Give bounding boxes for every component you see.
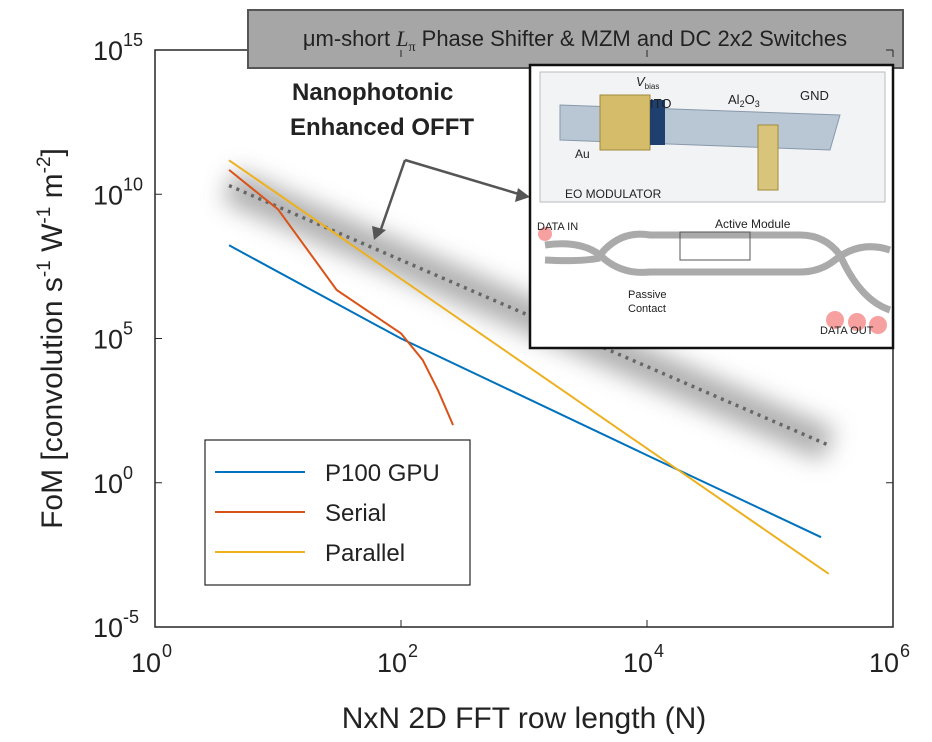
y-axis-label-superscript: -1: [34, 260, 55, 277]
arrow-head: [515, 188, 530, 202]
y-tick-label: 10: [93, 325, 123, 355]
inset-label-subscript: 2: [740, 99, 745, 109]
y-tick-exponent: 15: [123, 30, 143, 50]
y-tick-label: 10: [93, 180, 123, 210]
input-light: [538, 227, 552, 241]
inset-figure: ITO GND Au EO MODULATOR DATA IN Active Module…: [528, 63, 895, 350]
x-tick-exponent: 6: [900, 641, 910, 661]
output-light: [869, 316, 887, 334]
legend-label: Serial: [325, 500, 386, 527]
y-tick-label: 10: [93, 469, 123, 499]
x-tick-label: 10: [869, 648, 899, 678]
inset-label: Au: [575, 147, 590, 161]
inset-label: DATA IN: [537, 221, 578, 233]
x-tick-label: 10: [377, 648, 407, 678]
y-axis-label: FoM [convolution s-1 W-1 m-2]: [34, 148, 69, 529]
y-axis-label-superscript: -2: [34, 156, 55, 173]
active-module-box: [679, 231, 751, 261]
x-tick-exponent: 2: [408, 641, 418, 661]
inset-label: Active Module: [715, 217, 791, 231]
annotation: Nanophotonic: [292, 79, 453, 106]
y-tick-label: 10: [93, 36, 123, 66]
inset-label: EO MODULATOR: [565, 187, 662, 201]
x-tick-exponent: 0: [162, 641, 172, 661]
reference-line: [228, 183, 830, 447]
output-light: [848, 313, 866, 331]
output-light: [826, 311, 844, 329]
inset-label: Al2O3: [728, 92, 760, 109]
series-line: [228, 169, 454, 426]
electrode: [599, 94, 651, 151]
mzm-waveguides: [544, 230, 892, 314]
inset-label: Vbias: [636, 74, 659, 91]
inset-label-part: Al: [728, 92, 740, 107]
annotation-arrow: [378, 159, 407, 233]
y-axis-label-superscript: -1: [34, 207, 55, 224]
inset-label-part: O: [745, 92, 755, 107]
inset-label: DATA OUT: [820, 325, 874, 337]
y-tick-exponent: 5: [123, 319, 133, 339]
legend-label: P100 GPU: [325, 460, 440, 487]
banner-subscript: π: [408, 40, 415, 55]
annotation-arrow: [404, 158, 523, 197]
annotation: Enhanced OFFT: [290, 114, 474, 141]
series-line: [228, 244, 822, 539]
inset-label: GND: [800, 88, 829, 103]
inset-label: Contact: [628, 303, 666, 315]
inset-label: ITO: [650, 96, 671, 111]
x-tick-exponent: 4: [654, 641, 664, 661]
inset-label: Passive: [628, 289, 667, 301]
y-axis-label-part: ]: [36, 148, 69, 156]
y-axis-label-part: FoM [convolution s: [36, 277, 69, 529]
banner-symbol: L: [395, 26, 408, 51]
y-tick-label: 10: [93, 613, 123, 643]
banner: [247, 9, 904, 69]
y-tick-exponent: 10: [123, 174, 143, 194]
arrow-head: [372, 226, 386, 240]
y-axis-label-part: m: [36, 173, 69, 206]
y-axis-label-part: W: [36, 223, 69, 260]
ground-contact: [757, 124, 779, 191]
legend-label: Parallel: [325, 540, 405, 567]
banner-text: μm-short Lπ Phase Shifter & MZM and DC 2…: [303, 26, 847, 55]
x-tick-label: 10: [131, 648, 161, 678]
inset-label-subscript: bias: [645, 82, 660, 91]
y-tick-exponent: -5: [123, 607, 139, 627]
banner-suffix: Phase Shifter & MZM and DC 2x2 Switches: [416, 26, 848, 51]
ito-layer: [650, 100, 665, 145]
x-tick-label: 10: [623, 648, 653, 678]
banner-prefix: μm-short: [303, 26, 396, 51]
inset-label-subscript: 3: [755, 99, 760, 109]
series-line: [228, 159, 830, 575]
inset-label-part: V: [636, 74, 646, 89]
x-axis-label: NxN 2D FFT row length (N): [342, 702, 707, 735]
y-tick-exponent: 0: [123, 463, 133, 483]
